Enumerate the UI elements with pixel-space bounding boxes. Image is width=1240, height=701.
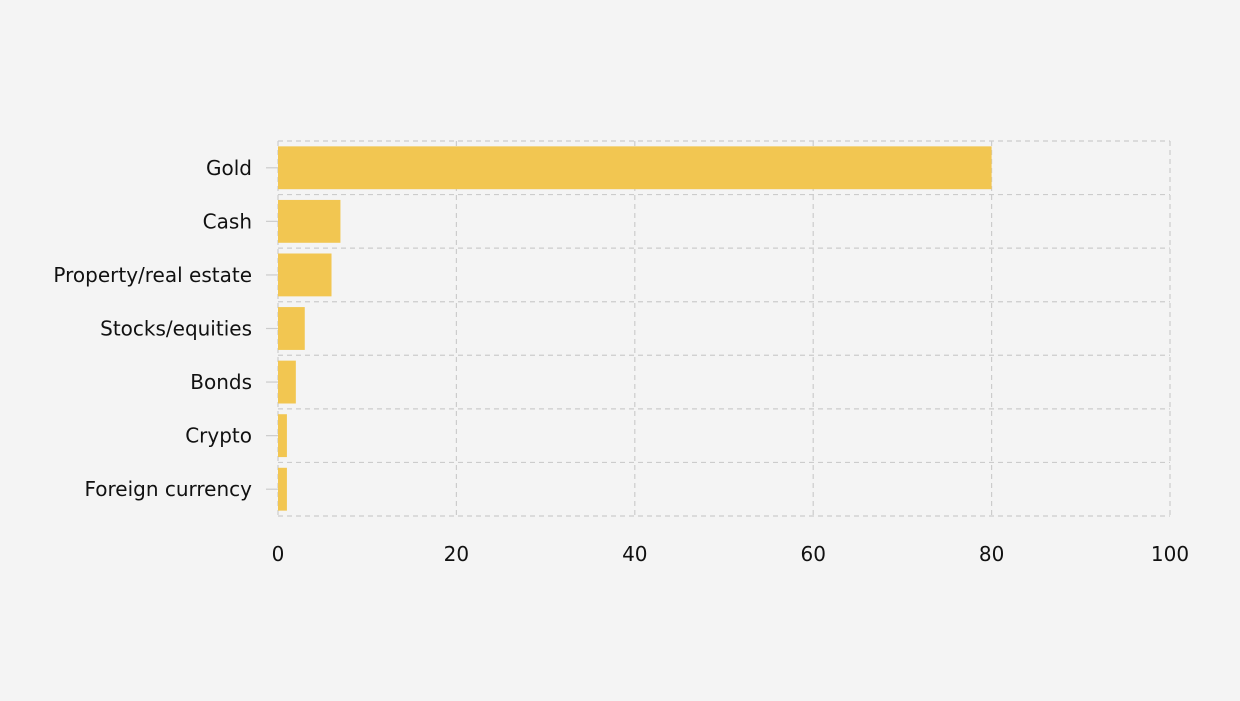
- bar: [278, 199, 341, 243]
- x-tick-label: 20: [444, 542, 469, 566]
- y-tick-label: Gold: [206, 156, 252, 180]
- y-tick-label: Stocks/equities: [100, 317, 252, 341]
- x-tick-label: 100: [1151, 542, 1189, 566]
- bar: [278, 467, 287, 511]
- bar: [278, 360, 296, 404]
- bar: [278, 414, 287, 458]
- x-tick-label: 80: [979, 542, 1004, 566]
- y-tick-label: Bonds: [190, 370, 252, 394]
- y-tick-label: Cash: [203, 209, 252, 233]
- x-tick-label: 60: [800, 542, 825, 566]
- y-tick-label: Crypto: [185, 424, 252, 448]
- x-tick-label: 40: [622, 542, 647, 566]
- x-tick-label: 0: [272, 542, 285, 566]
- y-tick-label: Foreign currency: [84, 477, 252, 501]
- bar: [278, 253, 332, 297]
- bar: [278, 307, 305, 350]
- y-tick-label: Property/real estate: [53, 263, 252, 287]
- bar: [278, 146, 992, 190]
